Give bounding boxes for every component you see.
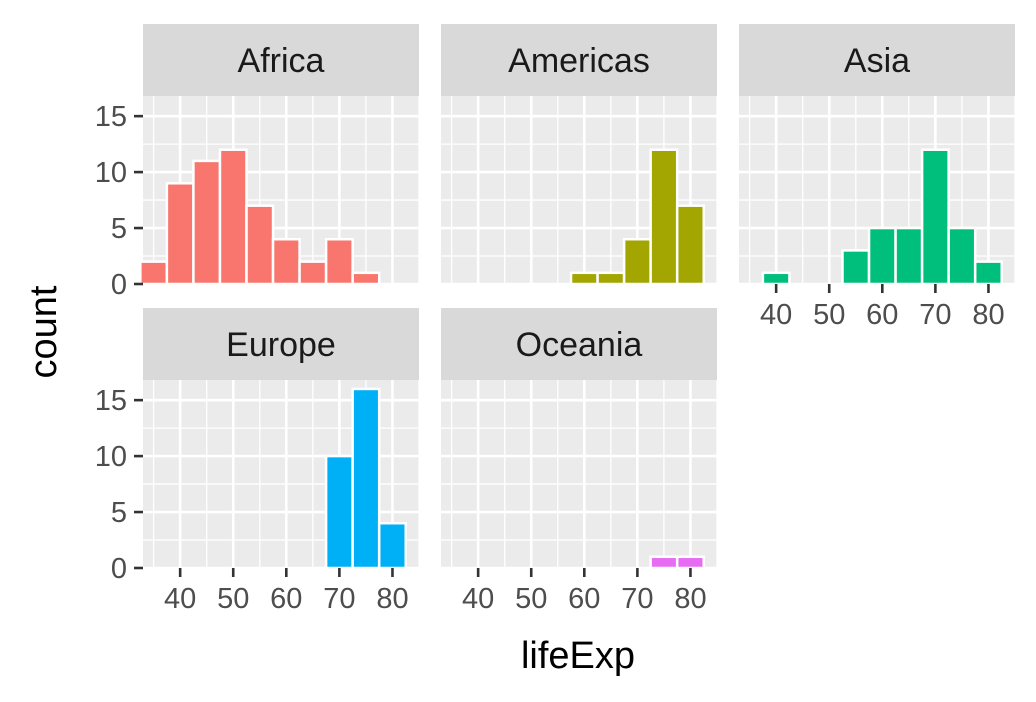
x-axis-title: lifeExp <box>521 635 635 677</box>
histogram-bar <box>351 387 381 570</box>
facet-strip <box>143 24 419 96</box>
y-tick-label: 0 <box>111 269 127 301</box>
y-tick-label: 10 <box>95 441 127 473</box>
facet-strip-label: Oceania <box>516 326 643 364</box>
histogram-bar <box>622 237 652 286</box>
y-tick-label: 5 <box>111 213 127 245</box>
histogram-bar <box>377 521 407 570</box>
histogram-bar <box>192 159 222 286</box>
facet-strip-label: Africa <box>238 42 325 80</box>
x-tick-label: 60 <box>568 583 600 615</box>
facet-africa: Africa 0 5 10 15 <box>95 24 420 301</box>
facet-europe: Europe 0 5 10 15 40 50 60 70 80 <box>95 308 420 615</box>
histogram-bar <box>139 260 169 286</box>
y-tick-label: 5 <box>111 497 127 529</box>
histogram-bar <box>324 454 354 570</box>
x-tick-label: 80 <box>674 583 706 615</box>
histogram-bar <box>165 182 195 286</box>
histogram-bar <box>947 226 977 286</box>
x-tick-label: 70 <box>919 299 951 331</box>
histogram-bar <box>351 271 381 286</box>
histogram-bar <box>245 204 275 286</box>
x-tick-label: 50 <box>217 583 249 615</box>
histogram-bar <box>218 148 248 286</box>
y-tick-label: 15 <box>95 385 127 417</box>
facet-strip <box>441 308 717 380</box>
histogram-bar <box>569 271 599 286</box>
histogram-bar <box>761 271 791 286</box>
histogram-bar <box>675 555 705 570</box>
panel-background <box>441 380 717 568</box>
histogram-bar <box>867 226 897 286</box>
x-tick-label: 80 <box>376 583 408 615</box>
y-tick-label: 15 <box>95 101 127 133</box>
x-tick-label: 60 <box>270 583 302 615</box>
facet-strip-label: Asia <box>844 42 910 80</box>
histogram-bar <box>973 260 1003 286</box>
y-tick-label: 10 <box>95 157 127 189</box>
facet-strip <box>441 24 717 96</box>
x-tick-label: 40 <box>462 583 494 615</box>
histogram-bar <box>596 271 626 286</box>
x-tick-label: 40 <box>164 583 196 615</box>
histogram-bar <box>298 260 328 286</box>
histogram-bar <box>649 148 679 286</box>
y-axis-title: count <box>23 285 65 378</box>
x-tick-label: 60 <box>866 299 898 331</box>
facet-strip-label: Americas <box>508 42 650 80</box>
facet-strip <box>143 308 419 380</box>
x-tick-label: 40 <box>760 299 792 331</box>
histogram-bar <box>675 204 705 286</box>
histogram-bar <box>324 237 354 286</box>
histogram-bar <box>894 226 924 286</box>
facet-strip <box>739 24 1015 96</box>
histogram-bar <box>271 237 301 286</box>
histogram-bar <box>649 555 679 570</box>
x-tick-label: 70 <box>323 583 355 615</box>
facet-oceania: Oceania 40 50 60 70 80 <box>441 308 718 615</box>
facet-americas: Americas <box>441 24 718 286</box>
x-tick-label: 50 <box>515 583 547 615</box>
x-tick-label: 50 <box>813 299 845 331</box>
x-tick-label: 70 <box>621 583 653 615</box>
histogram-bar <box>841 249 871 286</box>
y-tick-label: 0 <box>111 553 127 585</box>
histogram-bar <box>920 148 950 286</box>
facet-strip-label: Europe <box>226 326 336 364</box>
facet-asia: Asia 40 50 60 70 80 <box>739 24 1016 331</box>
x-tick-label: 80 <box>972 299 1004 331</box>
